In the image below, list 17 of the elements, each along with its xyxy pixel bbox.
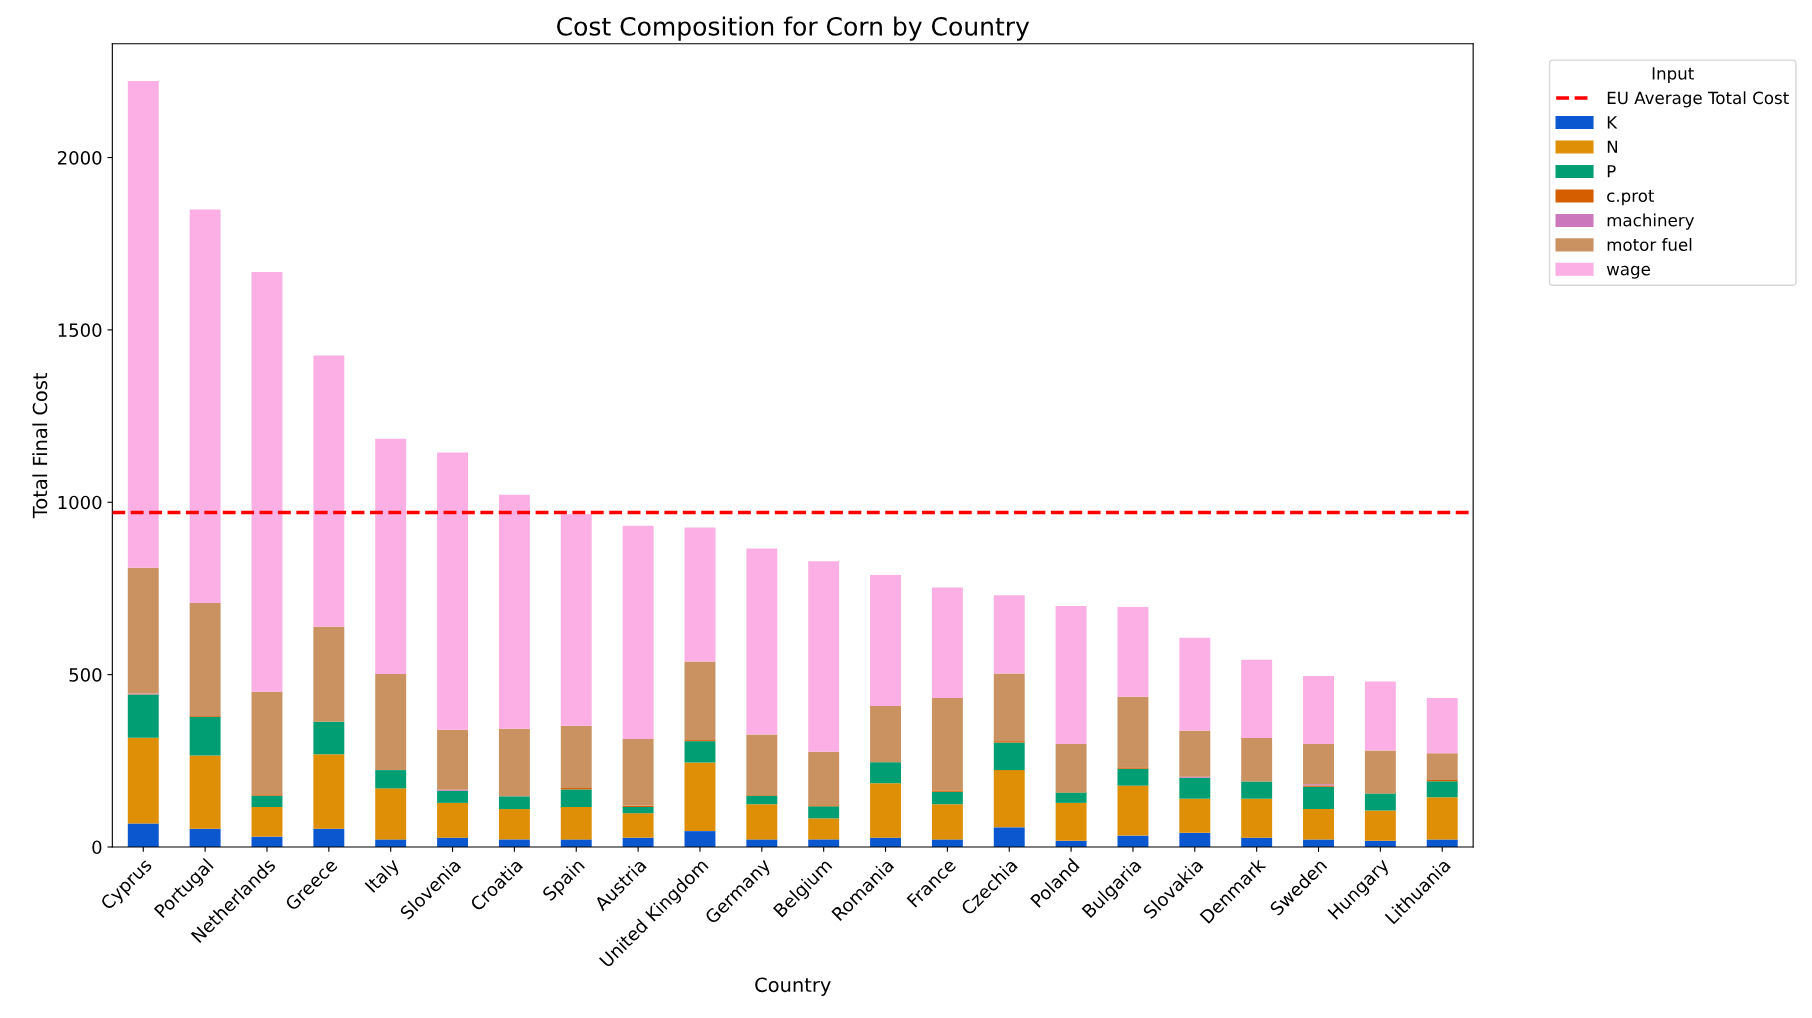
legend-label: wage — [1606, 265, 1650, 279]
x-axis-title: Country — [755, 977, 831, 996]
chart-title: Cost Composition for Corn by Country — [557, 16, 1030, 41]
y-tick-label: 0 — [92, 840, 102, 855]
y-axis-title: Total Final Cost — [32, 372, 48, 519]
legend-label: motor fuel — [1607, 238, 1692, 251]
legend-title: Input — [1652, 67, 1694, 83]
y-tick-label: 1500 — [58, 323, 102, 338]
legend-label: c.prot — [1607, 190, 1655, 206]
legend-label: EU Average Total Cost — [1607, 91, 1789, 108]
legend-label: machinery — [1607, 213, 1695, 230]
legend-label: P — [1607, 165, 1616, 178]
y-tick-label: 2000 — [57, 150, 102, 165]
legend-label: N — [1607, 140, 1618, 153]
legend-label: K — [1607, 116, 1618, 129]
y-tick-label: 1000 — [58, 495, 102, 510]
y-tick-label: 500 — [69, 668, 102, 682]
